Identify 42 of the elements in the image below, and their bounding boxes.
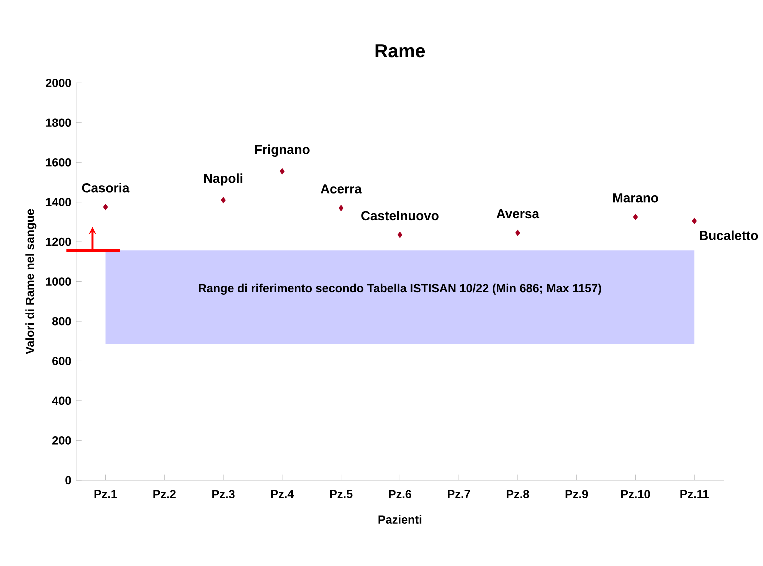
x-tick-label: Pz.3 — [212, 490, 235, 499]
annotation: Castelnuovo — [362, 211, 439, 221]
x-tick-label: Pz.5 — [330, 490, 353, 499]
annotation: Bucaletto — [700, 231, 758, 241]
annotation: Aversa — [496, 210, 540, 219]
x-tick-label: Pz.10 — [621, 490, 650, 499]
point — [633, 214, 638, 221]
x-tick-label: Pz.7 — [448, 490, 470, 499]
y-tick-label: 800 — [52, 318, 72, 326]
point — [692, 218, 698, 225]
band-label: Range di riferimento secondo Tabella ISTISAN 10/22 (Min 686; Max 1157) — [199, 284, 602, 296]
y-tick-label: 1000 — [46, 278, 72, 286]
y-tick-label: 1800 — [46, 118, 72, 128]
x-tick-label: Pz.1 — [94, 490, 118, 499]
point — [338, 205, 344, 212]
y-axis-title: Valori di Rame nel sangue — [26, 210, 37, 355]
x-tick-label: Pz.2 — [154, 490, 176, 499]
x-axis-title: Pazienti — [378, 516, 422, 524]
y-tick-label: 200 — [52, 436, 72, 446]
point — [516, 230, 520, 236]
annotation: Marano — [613, 194, 658, 203]
x-tick-label: Pz.9 — [566, 490, 588, 499]
annotation: Acerra — [320, 184, 362, 194]
x-tick-label: Pz.11 — [680, 490, 709, 499]
y-tick-label: 600 — [52, 357, 72, 366]
x-tick-label: Pz.6 — [389, 490, 412, 499]
point — [103, 204, 108, 211]
point — [398, 232, 403, 238]
point — [280, 168, 285, 175]
annotation: Napoli — [204, 174, 243, 186]
chart-title: Rame — [376, 44, 426, 58]
y-tick-label: 1200 — [46, 238, 72, 246]
y-tick-label: 400 — [52, 397, 72, 406]
annotation: Casoria — [82, 183, 130, 193]
y-tick-label: 1400 — [46, 198, 72, 207]
x-tick-label: Pz.8 — [506, 490, 530, 499]
y-tick-label: 1600 — [46, 158, 72, 168]
annotation: Frignano — [255, 145, 310, 158]
x-tick-label: Pz.4 — [271, 490, 294, 499]
point — [221, 197, 226, 204]
y-tick-label: 2000 — [46, 79, 72, 88]
y-tick-label: 0 — [66, 476, 72, 485]
